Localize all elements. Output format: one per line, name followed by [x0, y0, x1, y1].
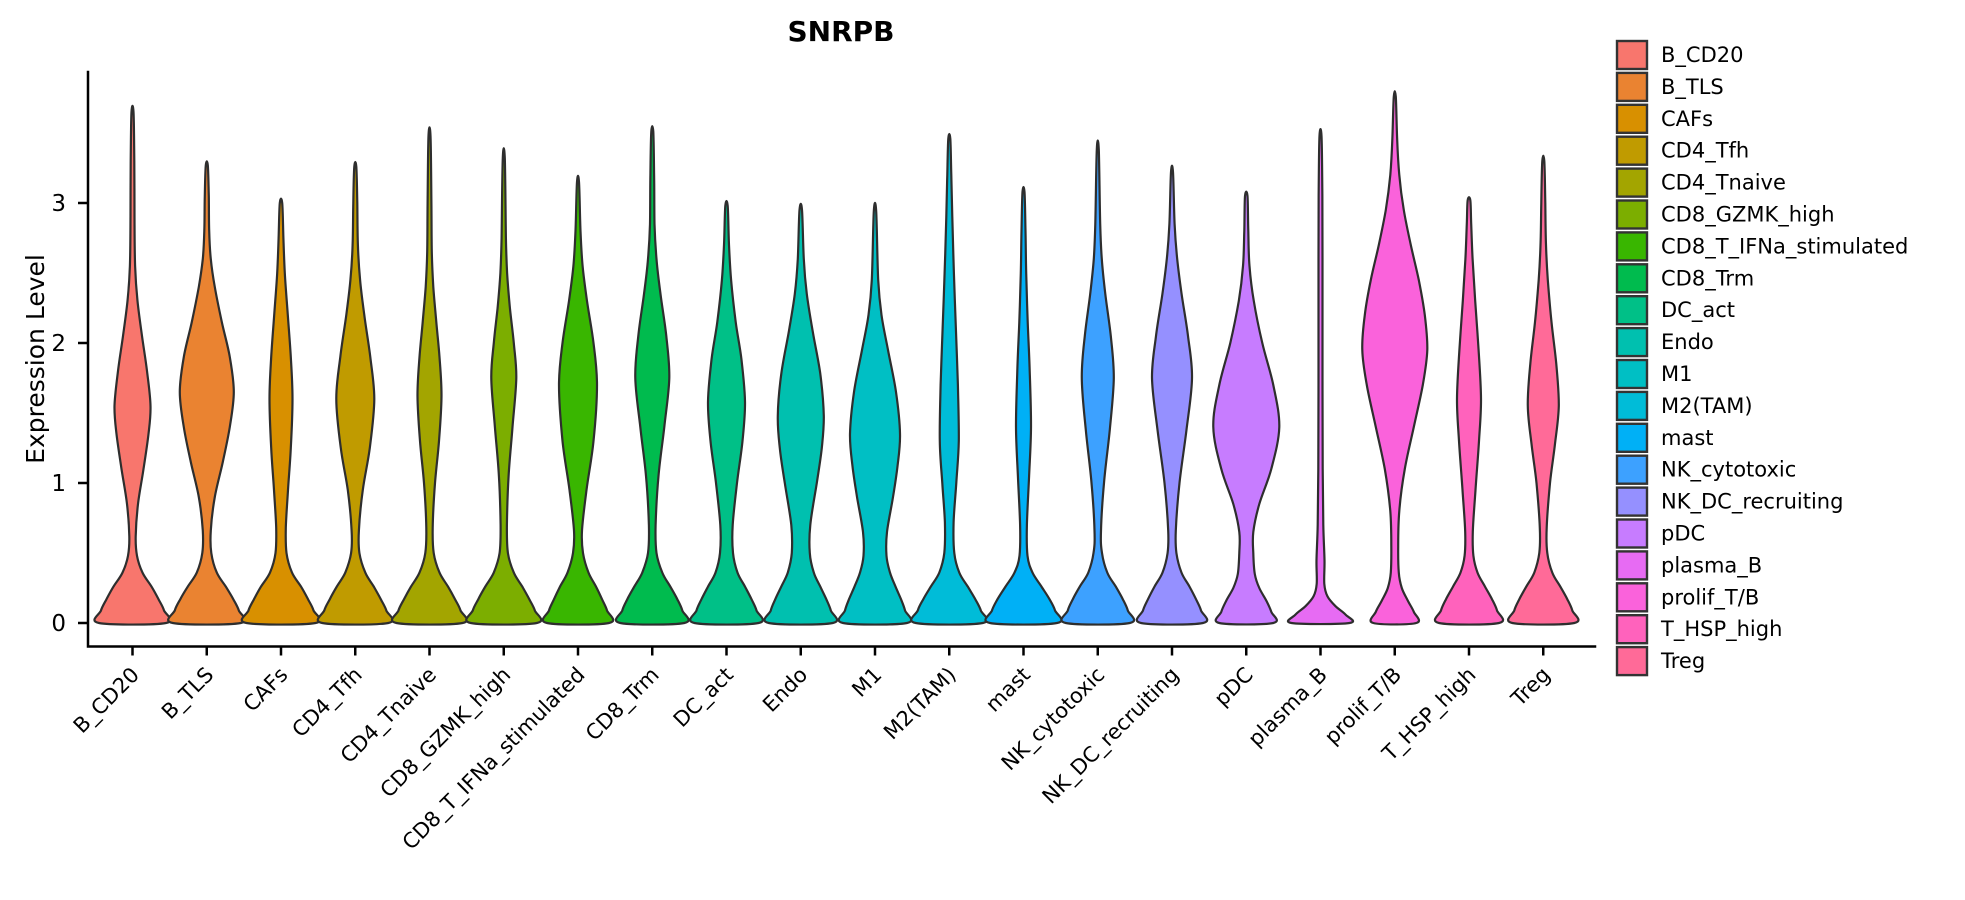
legend-label: NK_DC_recruiting: [1661, 490, 1843, 515]
legend-swatch: [1615, 103, 1649, 135]
legend-label: Endo: [1661, 330, 1714, 354]
legend-label: prolif_T/B: [1661, 585, 1759, 610]
legend-label: B_CD20: [1661, 43, 1743, 68]
legend-swatch: [1615, 550, 1649, 581]
violin-mast: [984, 185, 1063, 626]
x-tick-label: Endo: [758, 663, 812, 717]
violin-Endo: [763, 202, 839, 626]
legend-swatch: [1615, 486, 1649, 517]
violin-CD4_Tnaive: [391, 126, 469, 626]
x-tick-label: B_CD20: [69, 663, 145, 739]
legend-swatch: [1615, 71, 1649, 103]
x-tick-label: CD8_GZMK_high: [376, 663, 516, 803]
legend: B_CD20 B_TLS CAFs CD4_Tfh CD4_Tnaive CD8_GZMK…: [1615, 39, 1908, 677]
legend-label: CD8_T_IFNa_stimulated: [1661, 234, 1908, 259]
violin-Treg: [1507, 154, 1580, 626]
legend-swatch: [1615, 390, 1649, 422]
x-axis-ticks: B_CD20 B_TLS CAFsCD4_TfhCD4_TnaiveCD8_GZMK…: [69, 646, 1555, 855]
legend-label: Treg: [1660, 649, 1705, 673]
legend-swatch: [1615, 231, 1649, 262]
violin-M1: [837, 201, 913, 626]
axis-lines: [86, 70, 1597, 648]
violin-B_CD20: [93, 104, 172, 626]
x-tick-label: B_TLS: [157, 663, 219, 725]
violin-DC_act: [689, 199, 764, 626]
legend-label: M1: [1661, 362, 1692, 386]
legend-label: T_HSP_high: [1660, 617, 1782, 642]
legend-swatch: [1615, 645, 1649, 677]
violin-T_HSP_high: [1433, 196, 1505, 626]
violin-CD4_Tfh: [316, 160, 394, 626]
chart-title: SNRPB: [787, 15, 894, 48]
x-tick-label: M2(TAM): [879, 663, 961, 745]
y-tick-label: 3: [51, 191, 66, 217]
legend-label: pDC: [1661, 522, 1705, 546]
x-tick-label: pDC: [1210, 663, 1258, 711]
legend-label: CD4_Tnaive: [1661, 171, 1786, 196]
x-tick-label: mast: [981, 663, 1035, 717]
legend-swatch: [1615, 518, 1649, 549]
legend-label: CAFs: [1661, 107, 1713, 131]
legend-swatch: [1615, 199, 1649, 230]
legend-swatch: [1615, 167, 1649, 198]
legend-label: DC_act: [1661, 298, 1735, 323]
legend-swatch: [1615, 454, 1649, 485]
violin-NK_DC_recruiting: [1135, 164, 1209, 626]
legend-label: mast: [1661, 426, 1714, 450]
x-tick-label: Treg: [1506, 663, 1555, 712]
y-tick-label: 0: [51, 611, 66, 637]
violin-NK_cytotoxic: [1060, 139, 1136, 626]
violin-CD8_GZMK_high: [465, 147, 543, 626]
legend-swatch: [1615, 263, 1649, 294]
legend-label: CD8_GZMK_high: [1661, 203, 1835, 228]
x-tick-label: M1: [847, 663, 886, 702]
y-axis-title: Expression Level: [21, 254, 50, 464]
violin-M2(TAM): [910, 132, 989, 626]
legend-swatch: [1615, 295, 1649, 326]
violin-prolif_T/B: [1361, 90, 1429, 626]
legend-swatch: [1615, 422, 1649, 453]
violin-plasma_B: [1286, 128, 1355, 626]
y-axis-ticks: 0 1 2 3: [51, 191, 88, 637]
violin-CD8_T_IFNa_stimulated: [541, 174, 615, 626]
legend-swatch: [1615, 358, 1649, 390]
violin-pDC: [1212, 190, 1281, 626]
x-tick-label: CAFs: [239, 663, 293, 717]
legend-label: CD8_Trm: [1661, 266, 1754, 291]
y-tick-label: 2: [51, 331, 66, 357]
legend-label: B_TLS: [1661, 75, 1724, 100]
y-tick-label: 1: [51, 471, 66, 497]
legend-swatch: [1615, 326, 1649, 358]
x-tick-label: plasma_B: [1243, 663, 1332, 752]
legend-swatch: [1615, 582, 1649, 613]
violin-CAFs: [240, 197, 322, 626]
violin-B_TLS: [167, 160, 247, 626]
legend-swatch: [1615, 614, 1649, 645]
violins-group: [93, 90, 1580, 626]
legend-label: M2(TAM): [1661, 394, 1753, 418]
x-tick-label: NK_DC_recruiting: [1038, 663, 1185, 810]
x-tick-label: DC_act: [669, 663, 739, 733]
legend-label: plasma_B: [1661, 553, 1762, 578]
legend-swatch: [1615, 135, 1649, 166]
legend-label: NK_cytotoxic: [1661, 458, 1796, 483]
x-tick-label: CD8_Trm: [581, 663, 665, 747]
legend-label: CD4_Tfh: [1661, 139, 1749, 164]
legend-swatch: [1615, 39, 1649, 71]
violin-CD8_Trm: [614, 125, 690, 626]
